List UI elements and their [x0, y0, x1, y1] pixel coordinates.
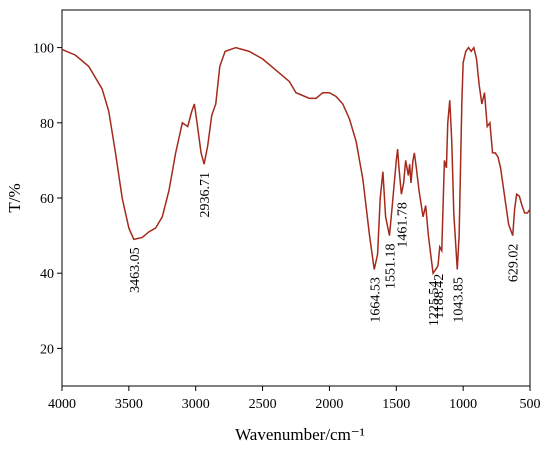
- x-tick-label: 500: [520, 397, 541, 412]
- x-tick-label: 4000: [48, 397, 76, 412]
- spectrum-line: [61, 45, 531, 276]
- y-tick-label: 60: [40, 192, 54, 207]
- y-tick-label: 100: [33, 42, 54, 57]
- peak-label: 629.02: [507, 244, 522, 282]
- x-tick-label: 1500: [382, 397, 410, 412]
- x-axis-label: Wavenumber/cm⁻¹: [235, 425, 365, 444]
- x-tick-label: 2000: [315, 397, 343, 412]
- x-tick-label: 2500: [249, 397, 277, 412]
- peak-label: 1188.42: [432, 274, 447, 319]
- peak-label: 1551.18: [383, 243, 398, 289]
- x-tick-label: 3500: [115, 397, 143, 412]
- peak-label: 3463.05: [128, 247, 143, 293]
- peak-label: 2936.71: [198, 172, 213, 218]
- peak-label: 1461.78: [395, 202, 410, 248]
- y-axis-label: T/%: [5, 183, 24, 212]
- peak-label: 1043.85: [451, 277, 466, 323]
- peak-label: 1225.54: [427, 281, 442, 327]
- y-tick-label: 40: [40, 267, 54, 282]
- y-tick-label: 80: [40, 117, 54, 132]
- peak-label: 1664.53: [368, 277, 383, 323]
- y-tick-label: 20: [40, 342, 54, 357]
- x-tick-label: 1000: [449, 397, 477, 412]
- x-tick-label: 3000: [182, 397, 210, 412]
